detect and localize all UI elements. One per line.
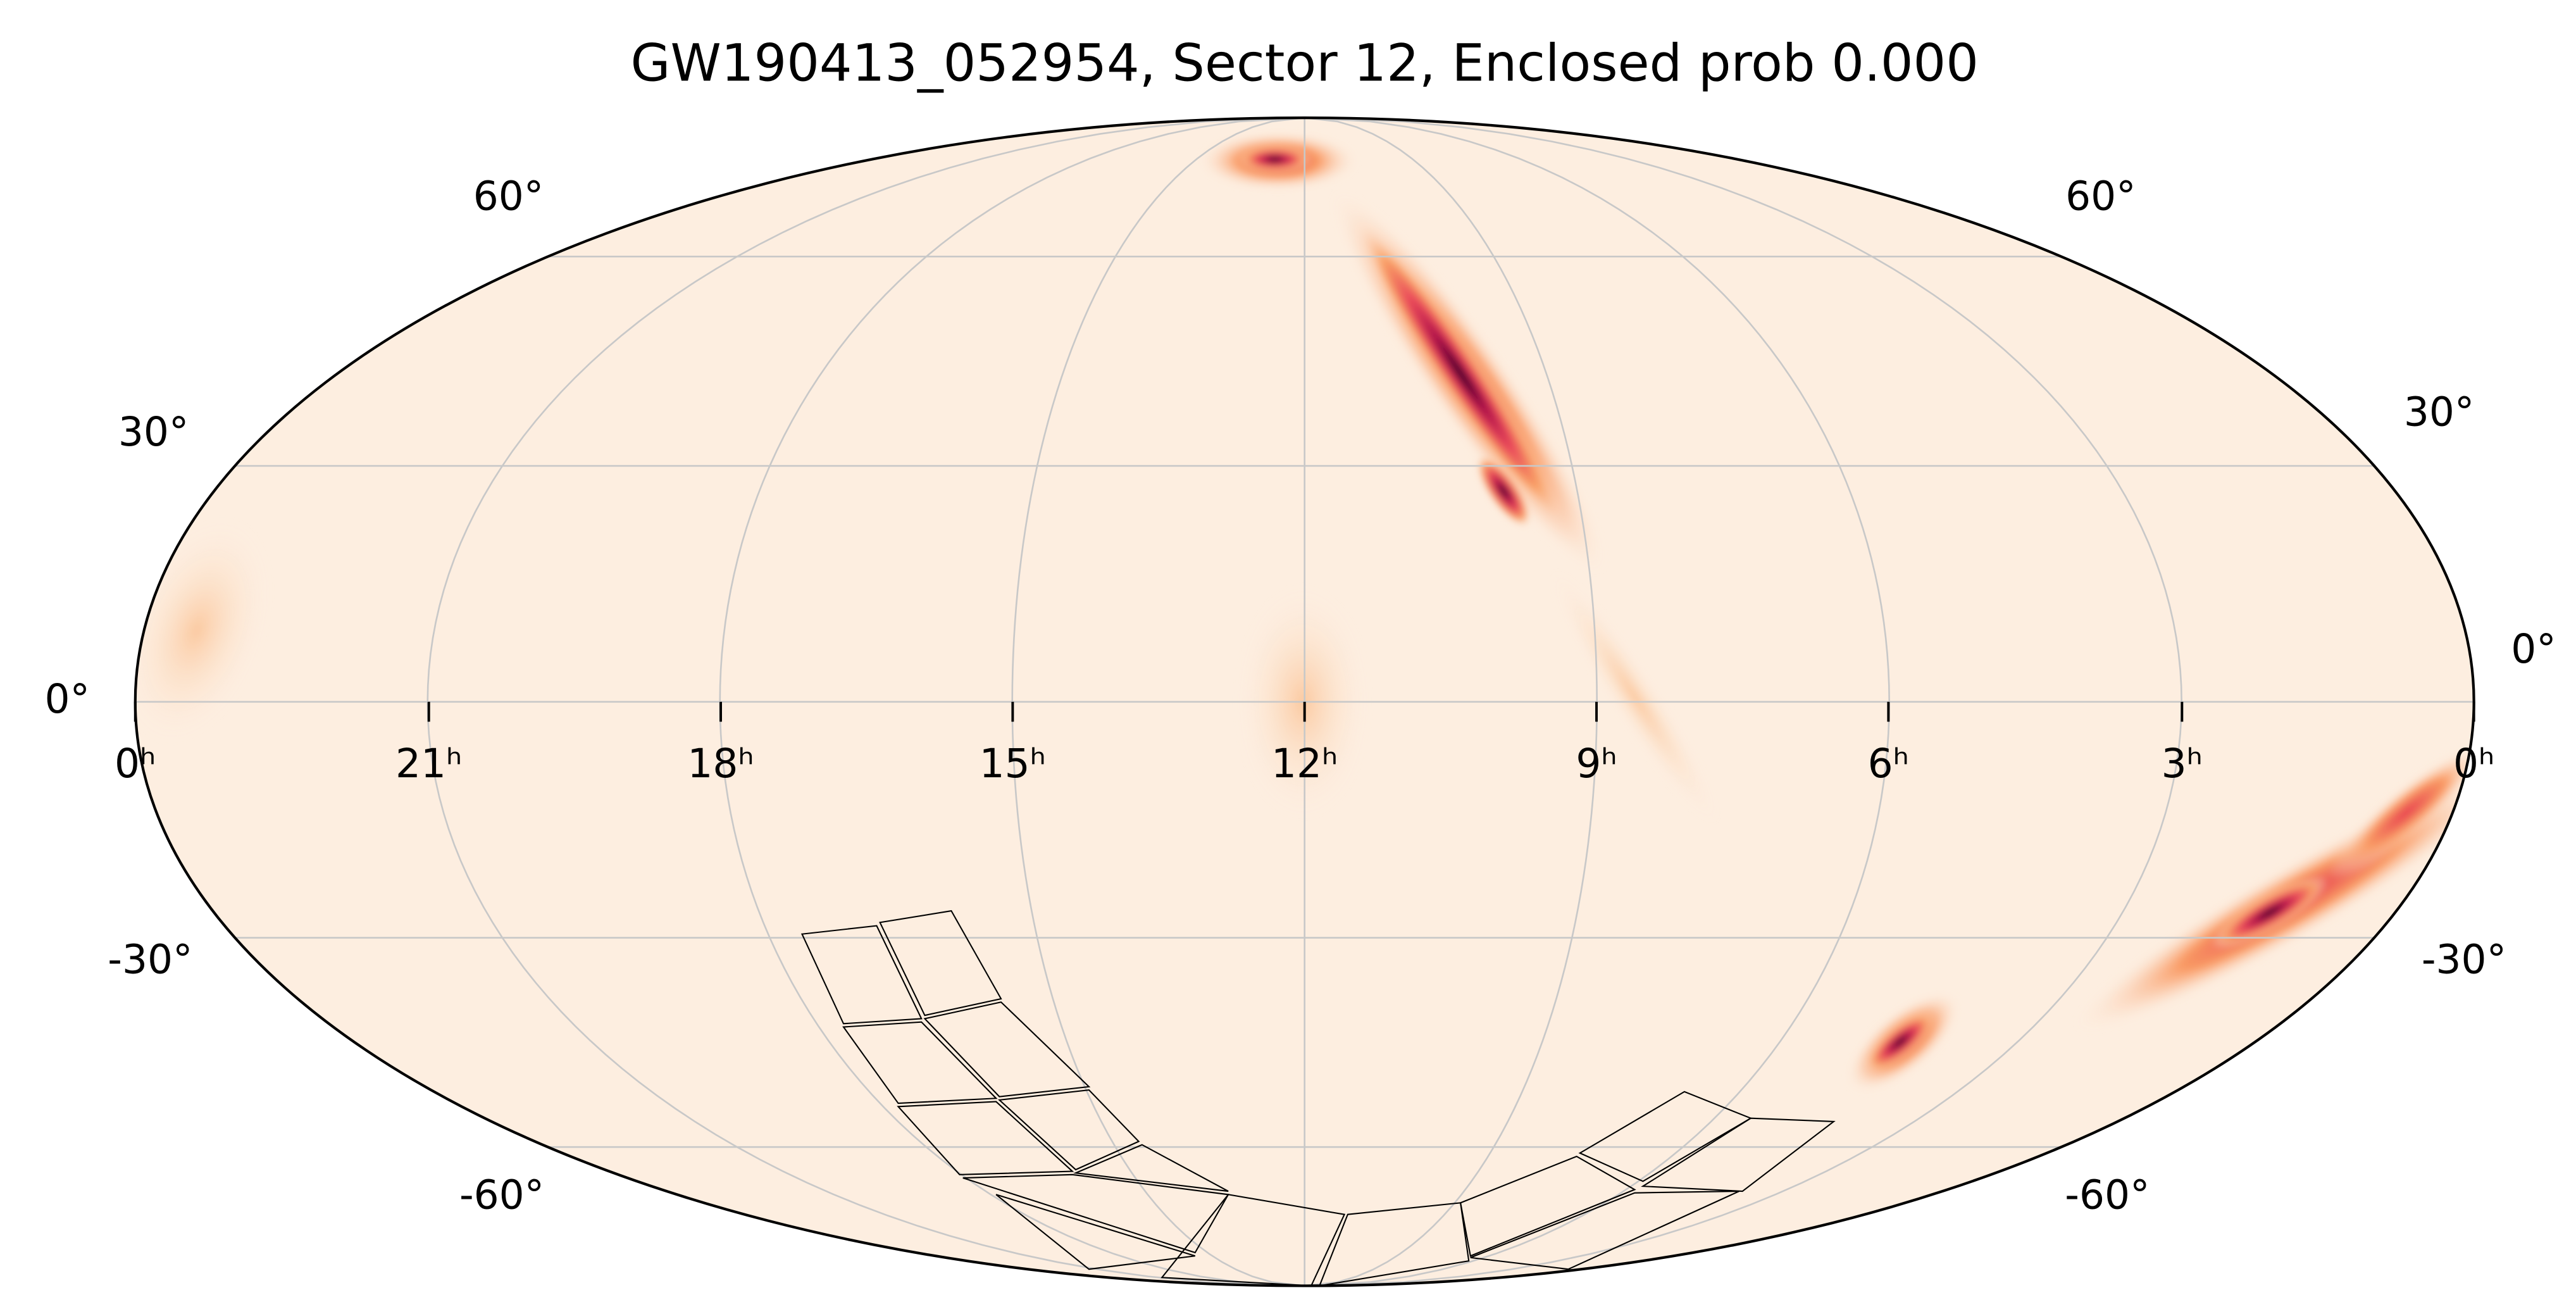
dec-label: -60° — [2065, 1172, 2150, 1218]
tile — [1459, 1155, 1636, 1257]
dec-label: 0° — [2511, 626, 2556, 672]
tile — [1641, 1117, 1836, 1192]
dec-label: 0° — [45, 676, 90, 722]
probability-blob — [1476, 454, 1531, 528]
tile — [1073, 1144, 1229, 1192]
tile — [1318, 1202, 1470, 1287]
tile — [997, 1089, 1140, 1171]
ra-label: 3ʰ — [2162, 741, 2203, 787]
probability-blob — [1551, 571, 1719, 823]
ra-label: 6ʰ — [1868, 741, 1909, 787]
probability-blob — [2212, 876, 2328, 949]
tile — [842, 1021, 998, 1104]
dec-label: -60° — [459, 1172, 544, 1218]
probability-blob — [2328, 746, 2474, 880]
ra-label: 0ʰ — [2453, 741, 2494, 787]
ra-label: 12ʰ — [1271, 741, 1338, 787]
axis-labels: 0ʰ 21ʰ 18ʰ 15ʰ 12ʰ 9ʰ 6ʰ 3ʰ 0ʰ 60° 30° 0° -30° -60° 60… — [45, 173, 2556, 1218]
dec-label: -30° — [2422, 936, 2506, 982]
tile — [879, 910, 1002, 1017]
dec-label: 60° — [473, 173, 544, 220]
ra-label: 15ʰ — [980, 741, 1046, 787]
title: GW190413_052954, Sector 12, Enclosed pro… — [631, 34, 1979, 93]
tile — [995, 1194, 1196, 1270]
ra-label: 18ʰ — [687, 741, 754, 787]
ra-label: 9ʰ — [1576, 741, 1617, 787]
dec-label: 30° — [118, 409, 189, 455]
dec-label: 60° — [2065, 173, 2136, 220]
probability-blob — [1238, 146, 1312, 173]
dec-label: 30° — [2404, 389, 2474, 435]
probability-map — [135, 131, 2474, 1092]
ra-label: 0ʰ — [115, 741, 156, 787]
probability-blob — [1357, 221, 1564, 525]
tile — [1470, 1190, 1739, 1270]
tile — [897, 1101, 1074, 1175]
ra-label: 21ʰ — [395, 741, 462, 787]
probability-blob — [1865, 1011, 1935, 1072]
tile — [923, 1001, 1091, 1098]
dec-label: -30° — [108, 936, 192, 982]
tile — [800, 925, 923, 1025]
